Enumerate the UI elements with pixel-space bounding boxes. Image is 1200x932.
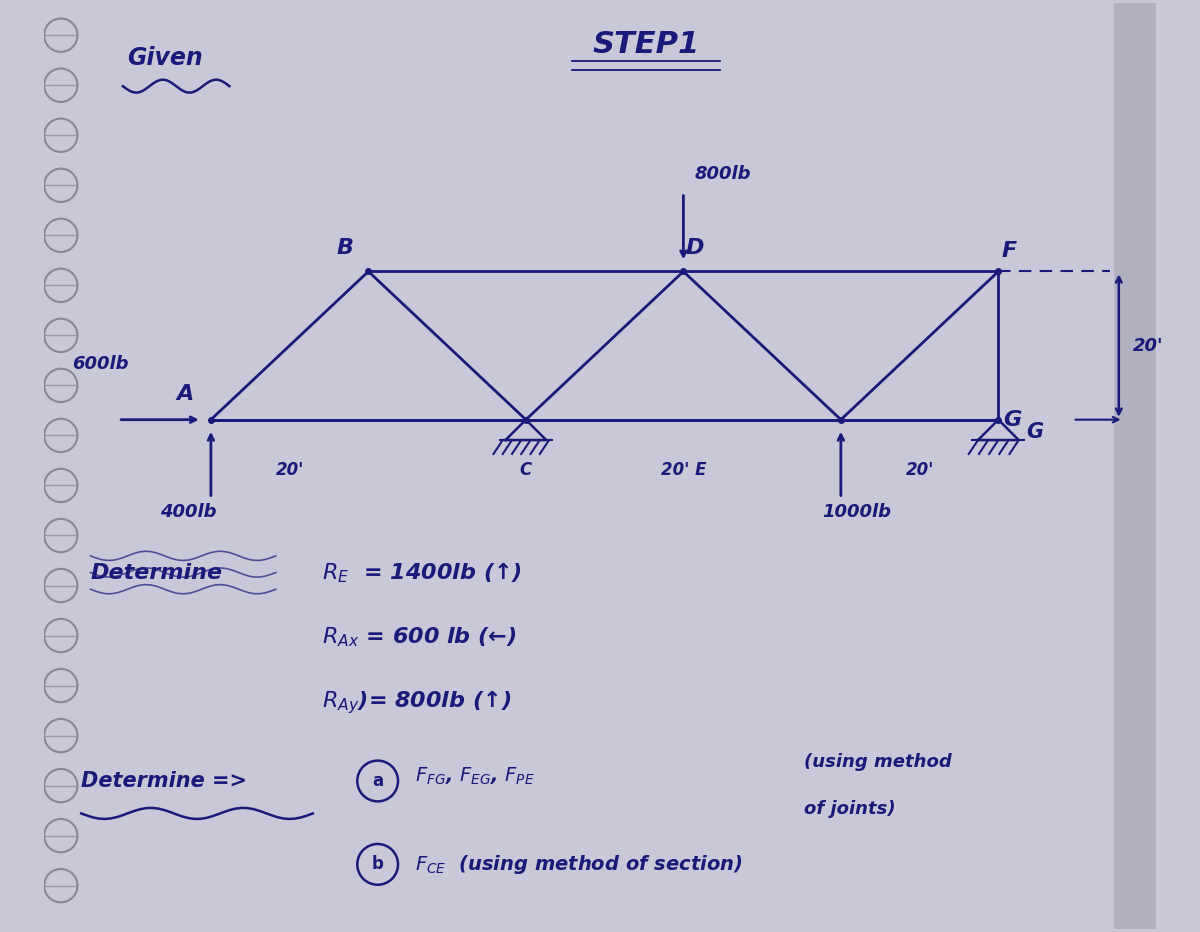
Text: $R_E$  = 1400lb (↑): $R_E$ = 1400lb (↑): [322, 560, 522, 585]
Text: G: G: [1026, 422, 1043, 442]
Text: 400lb: 400lb: [160, 503, 216, 521]
Text: (using method: (using method: [804, 753, 952, 772]
Text: 20': 20': [1133, 336, 1163, 354]
Text: G: G: [1003, 410, 1021, 430]
Text: B: B: [337, 239, 354, 258]
Text: F: F: [1002, 241, 1018, 261]
FancyBboxPatch shape: [1114, 0, 1183, 932]
Text: 20': 20': [276, 461, 304, 479]
Text: C: C: [520, 461, 532, 479]
Text: 600lb: 600lb: [72, 355, 128, 373]
Text: STEP1: STEP1: [593, 30, 700, 59]
Text: 20' E: 20' E: [661, 461, 706, 479]
Text: $F_{FG}$, $F_{EG}$, $F_{PE}$: $F_{FG}$, $F_{EG}$, $F_{PE}$: [415, 766, 534, 787]
Text: $R_{Ax}$ = 600 lb (←): $R_{Ax}$ = 600 lb (←): [322, 625, 516, 650]
Text: b: b: [372, 856, 384, 873]
Text: 20': 20': [906, 461, 934, 479]
Text: A: A: [176, 384, 193, 404]
Text: D: D: [685, 239, 703, 258]
Text: 1000lb: 1000lb: [822, 503, 892, 521]
Text: a: a: [372, 772, 383, 790]
Text: Determine =>: Determine =>: [82, 771, 247, 791]
Text: $F_{CE}$  (using method of section): $F_{CE}$ (using method of section): [415, 853, 743, 876]
Text: Determine: Determine: [90, 563, 222, 582]
Text: of joints): of joints): [804, 800, 895, 817]
Text: $R_{Ay}$)= 800lb (↑): $R_{Ay}$)= 800lb (↑): [322, 689, 511, 716]
Text: 800lb: 800lb: [695, 165, 751, 183]
Text: Given: Given: [127, 47, 203, 70]
